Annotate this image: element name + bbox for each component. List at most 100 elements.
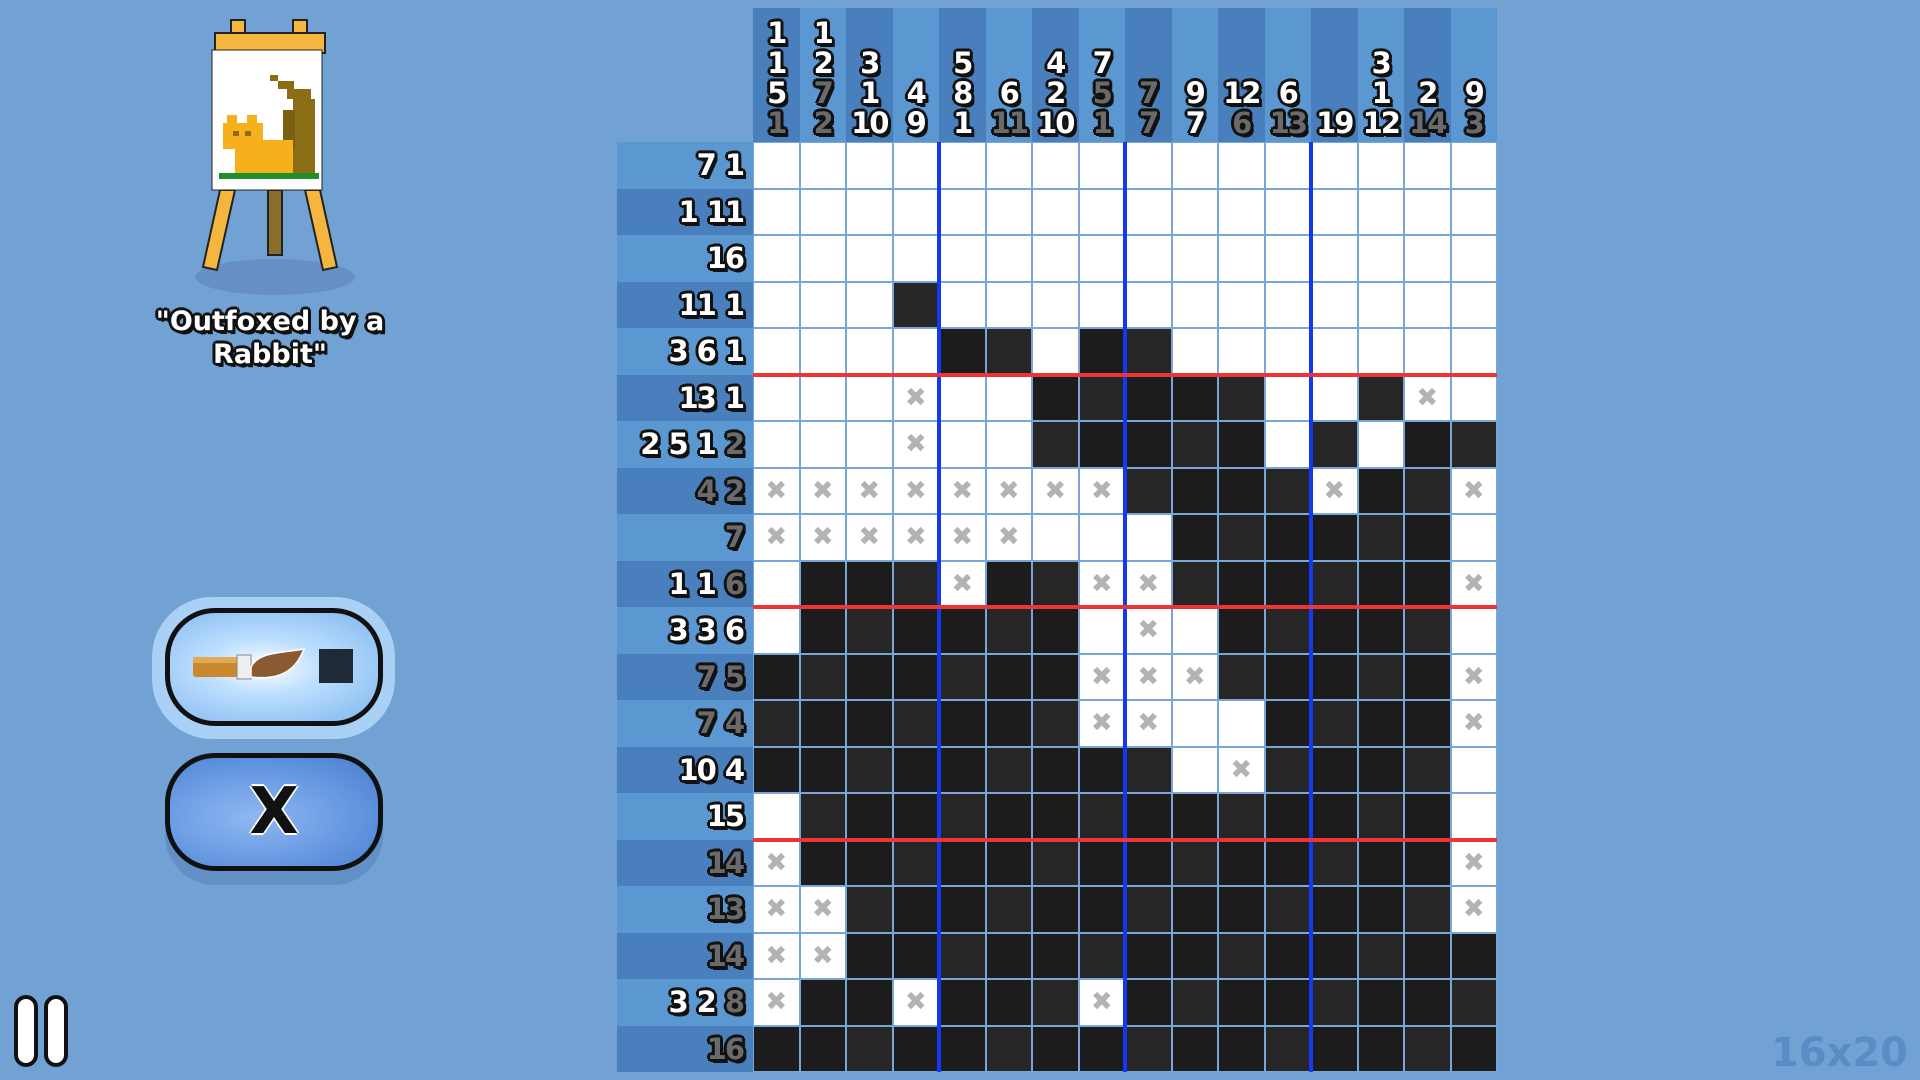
cell-filled[interactable] xyxy=(1125,1025,1172,1072)
cell-filled[interactable] xyxy=(1078,746,1125,793)
cell-filled[interactable] xyxy=(846,839,893,886)
cell-filled[interactable] xyxy=(846,560,893,607)
cell-filled[interactable] xyxy=(846,793,893,840)
cell-empty[interactable] xyxy=(1264,235,1311,282)
cell-filled[interactable] xyxy=(1311,746,1358,793)
cell-filled[interactable] xyxy=(1264,839,1311,886)
cell-filled[interactable] xyxy=(1171,374,1218,421)
cell-filled[interactable] xyxy=(1032,560,1079,607)
cell-empty[interactable] xyxy=(753,607,800,654)
cell-filled[interactable] xyxy=(1032,374,1079,421)
cell-filled[interactable] xyxy=(939,793,986,840)
cell-empty[interactable] xyxy=(1125,514,1172,561)
cell-filled[interactable] xyxy=(985,932,1032,979)
cell-filled[interactable] xyxy=(1357,886,1404,933)
cell-filled[interactable] xyxy=(1078,1025,1125,1072)
cell-empty[interactable] xyxy=(1032,514,1079,561)
cell-empty[interactable] xyxy=(1404,328,1451,375)
cell-empty[interactable] xyxy=(846,328,893,375)
cell-filled[interactable] xyxy=(1311,839,1358,886)
cell-empty[interactable] xyxy=(1264,421,1311,468)
cell-filled[interactable] xyxy=(892,700,939,747)
cell-empty[interactable] xyxy=(1032,142,1079,189)
cell-empty[interactable] xyxy=(1125,142,1172,189)
cell-filled[interactable] xyxy=(1171,839,1218,886)
cell-filled[interactable] xyxy=(1404,979,1451,1026)
cell-crossed[interactable]: ✖ xyxy=(846,467,893,514)
cell-filled[interactable] xyxy=(753,653,800,700)
cell-filled[interactable] xyxy=(1218,514,1265,561)
cell-filled[interactable] xyxy=(1450,1025,1497,1072)
cell-filled[interactable] xyxy=(939,886,986,933)
cell-filled[interactable] xyxy=(1357,746,1404,793)
cell-empty[interactable] xyxy=(1357,328,1404,375)
cell-empty[interactable] xyxy=(1218,700,1265,747)
cell-filled[interactable] xyxy=(753,1025,800,1072)
cell-filled[interactable] xyxy=(1171,1025,1218,1072)
cell-filled[interactable] xyxy=(799,793,846,840)
cell-filled[interactable] xyxy=(1450,932,1497,979)
cell-filled[interactable] xyxy=(1125,979,1172,1026)
cell-empty[interactable] xyxy=(892,142,939,189)
cell-empty[interactable] xyxy=(1171,235,1218,282)
cell-filled[interactable] xyxy=(985,839,1032,886)
cell-filled[interactable] xyxy=(1404,467,1451,514)
cell-crossed[interactable]: ✖ xyxy=(753,886,800,933)
cell-filled[interactable] xyxy=(1218,1025,1265,1072)
cell-empty[interactable] xyxy=(1404,235,1451,282)
cell-empty[interactable] xyxy=(753,560,800,607)
cell-filled[interactable] xyxy=(939,700,986,747)
cell-crossed[interactable]: ✖ xyxy=(939,514,986,561)
cell-empty[interactable] xyxy=(1218,281,1265,328)
cell-filled[interactable] xyxy=(1125,793,1172,840)
cell-empty[interactable] xyxy=(753,281,800,328)
cell-empty[interactable] xyxy=(1450,235,1497,282)
cell-crossed[interactable]: ✖ xyxy=(1404,374,1451,421)
cell-filled[interactable] xyxy=(1357,979,1404,1026)
cell-empty[interactable] xyxy=(1171,281,1218,328)
cell-filled[interactable] xyxy=(1311,653,1358,700)
cell-empty[interactable] xyxy=(939,281,986,328)
cell-filled[interactable] xyxy=(892,793,939,840)
cell-empty[interactable] xyxy=(1171,142,1218,189)
cell-crossed[interactable]: ✖ xyxy=(1032,467,1079,514)
cell-filled[interactable] xyxy=(1125,839,1172,886)
cell-filled[interactable] xyxy=(1125,467,1172,514)
cell-filled[interactable] xyxy=(892,746,939,793)
cell-filled[interactable] xyxy=(1404,700,1451,747)
cell-crossed[interactable]: ✖ xyxy=(1218,746,1265,793)
cell-filled[interactable] xyxy=(892,839,939,886)
cell-empty[interactable] xyxy=(799,235,846,282)
cell-empty[interactable] xyxy=(753,188,800,235)
cell-empty[interactable] xyxy=(985,188,1032,235)
cell-crossed[interactable]: ✖ xyxy=(892,374,939,421)
cell-filled[interactable] xyxy=(1218,560,1265,607)
cell-empty[interactable] xyxy=(892,188,939,235)
cell-empty[interactable] xyxy=(1357,235,1404,282)
cell-filled[interactable] xyxy=(1404,793,1451,840)
cell-crossed[interactable]: ✖ xyxy=(753,467,800,514)
cell-filled[interactable] xyxy=(985,746,1032,793)
cell-filled[interactable] xyxy=(846,653,893,700)
cell-filled[interactable] xyxy=(1032,653,1079,700)
cell-filled[interactable] xyxy=(939,932,986,979)
cell-filled[interactable] xyxy=(892,886,939,933)
cell-empty[interactable] xyxy=(1032,281,1079,328)
cell-crossed[interactable]: ✖ xyxy=(753,514,800,561)
cell-filled[interactable] xyxy=(1264,467,1311,514)
cell-filled[interactable] xyxy=(892,281,939,328)
cell-crossed[interactable]: ✖ xyxy=(985,467,1032,514)
cell-empty[interactable] xyxy=(985,142,1032,189)
cell-crossed[interactable]: ✖ xyxy=(753,979,800,1026)
cell-filled[interactable] xyxy=(1171,421,1218,468)
cell-filled[interactable] xyxy=(753,700,800,747)
cell-empty[interactable] xyxy=(1125,235,1172,282)
cross-mode-button[interactable]: X xyxy=(165,753,383,871)
cell-empty[interactable] xyxy=(892,328,939,375)
cell-crossed[interactable]: ✖ xyxy=(1311,467,1358,514)
cell-filled[interactable] xyxy=(846,700,893,747)
cell-filled[interactable] xyxy=(1078,328,1125,375)
cell-filled[interactable] xyxy=(985,1025,1032,1072)
cell-empty[interactable] xyxy=(1450,746,1497,793)
cell-empty[interactable] xyxy=(1125,188,1172,235)
